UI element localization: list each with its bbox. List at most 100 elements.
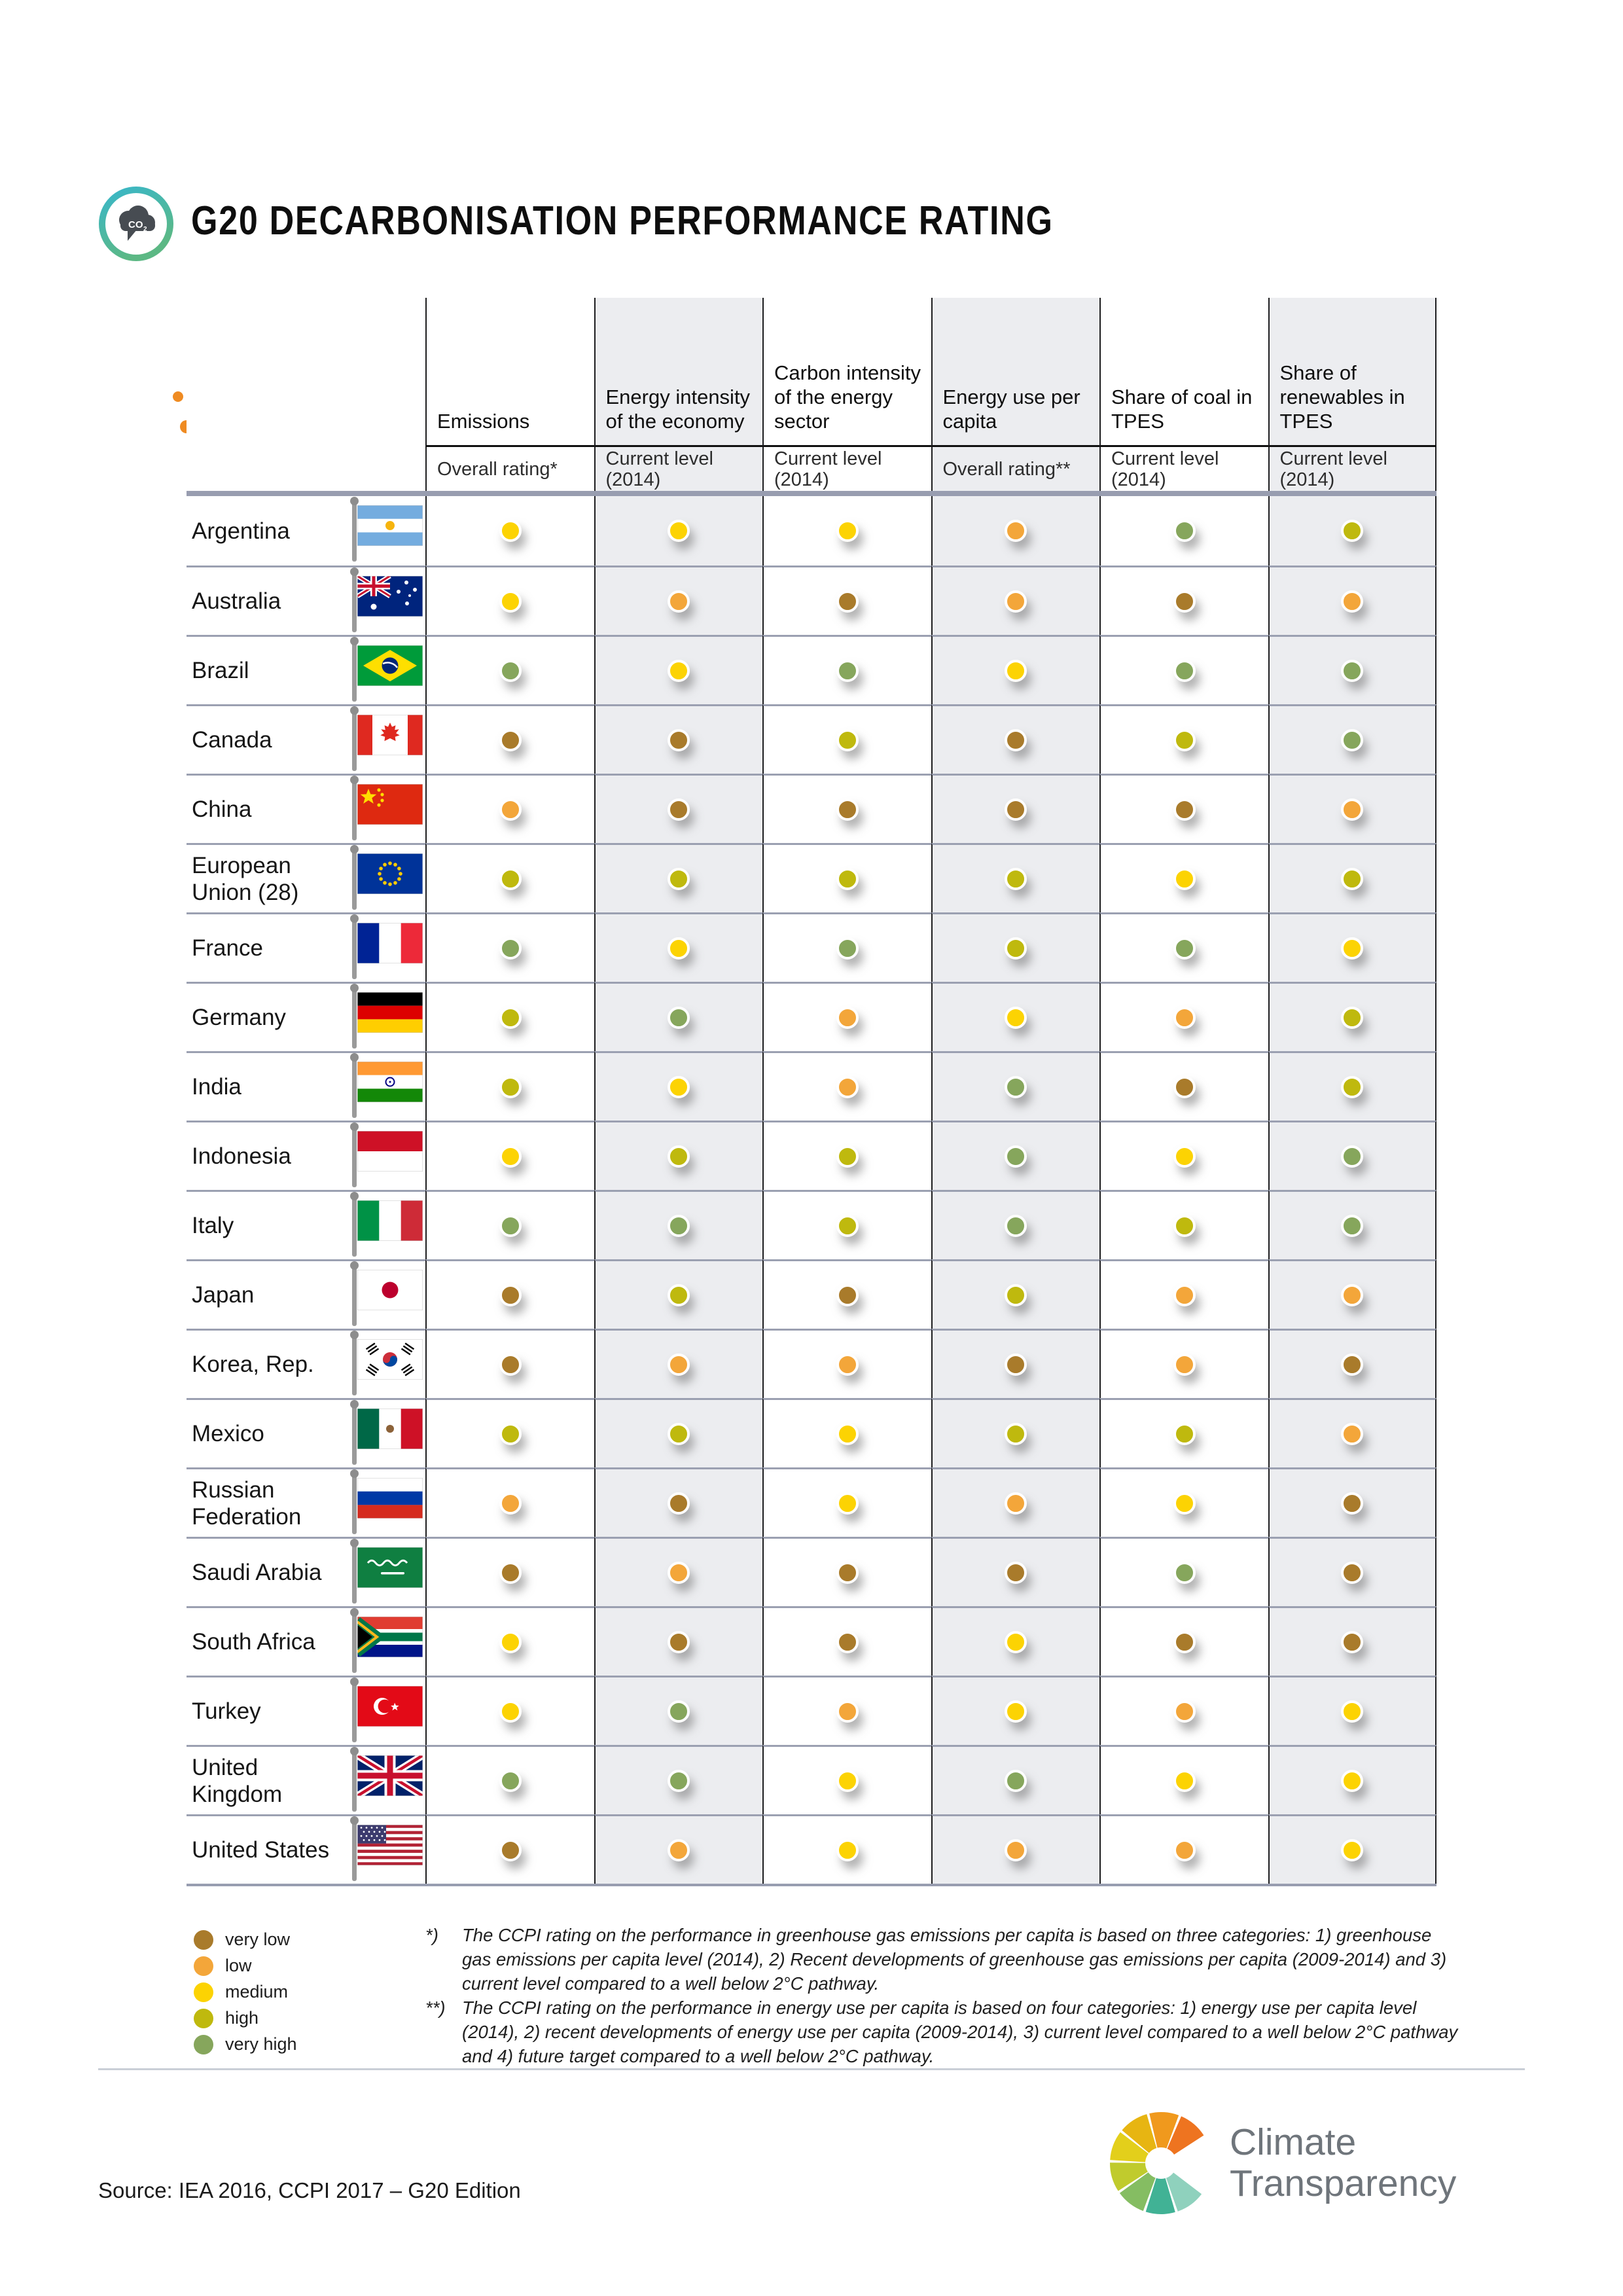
rating-dot (1341, 1561, 1364, 1584)
rating-dot (1341, 659, 1364, 682)
rating-cell (425, 1051, 594, 1121)
rating-cell (762, 635, 931, 704)
country-name: Italy (192, 1213, 234, 1238)
rating-dot (836, 867, 859, 890)
rating-dot (668, 659, 690, 682)
rating-cell (425, 843, 594, 912)
rating-cell (594, 982, 762, 1051)
rating-cell (594, 1329, 762, 1398)
rating-cell (1099, 1121, 1268, 1190)
fr-flag (350, 914, 425, 980)
rating-cell (762, 1051, 931, 1121)
flagpole (350, 497, 359, 562)
footnotes: *) The CCPI rating on the performance in … (425, 1923, 1458, 2068)
rating-dot (1005, 1353, 1027, 1376)
rating-cell (594, 704, 762, 774)
subheader-label: Current level (2014) (1111, 448, 1219, 490)
rating-cell (762, 774, 931, 843)
country-cell: Japan (187, 1259, 425, 1329)
rating-dot (668, 1769, 690, 1792)
header-cell: Share of coal in TPES (1099, 298, 1268, 447)
rating-cell (594, 843, 762, 912)
country-name: Germany (192, 1005, 286, 1030)
rating-dot (1173, 659, 1196, 682)
divider (98, 2068, 1525, 2070)
rating-cell (594, 1676, 762, 1745)
jp-flag-icon (357, 1269, 423, 1310)
rating-cell (1268, 1537, 1436, 1606)
country-cell: European Union (28) (187, 843, 425, 912)
rating-dot (668, 937, 690, 960)
flagpole (350, 1052, 359, 1118)
rating-cell (931, 1745, 1099, 1814)
rating-dot (836, 1839, 859, 1861)
flagpole (350, 1538, 359, 1604)
rating-dot (499, 1492, 522, 1515)
rating-cell (1099, 1606, 1268, 1676)
rating-cell (1099, 912, 1268, 982)
rating-cell (1099, 1537, 1268, 1606)
rating-cell (425, 1190, 594, 1259)
rating-dot (499, 1145, 522, 1168)
kr-flag-icon (357, 1338, 423, 1380)
rating-dot (1173, 867, 1196, 890)
co2-badge-icon: CO 2 (99, 187, 173, 261)
rating-dot (836, 1492, 859, 1515)
header-label: Share of coal in TPES (1111, 386, 1253, 433)
footnote-marker: **) (425, 1998, 446, 2018)
au-flag (350, 567, 425, 634)
rating-cell (762, 982, 931, 1051)
rating-dot (836, 1214, 859, 1237)
country-name: Korea, Rep. (192, 1352, 314, 1377)
country-cell: Canada (187, 704, 425, 774)
rating-dot (1173, 1839, 1196, 1861)
rating-dot (1341, 1700, 1364, 1723)
legend: very low low medium high very high (194, 1929, 297, 2060)
rating-dot (1005, 1214, 1027, 1237)
rating-cell (931, 565, 1099, 635)
rating-cell (931, 704, 1099, 774)
rating-cell (931, 496, 1099, 565)
subheader-cell: Overall rating** (931, 447, 1099, 491)
rating-cell (762, 1190, 931, 1259)
flagpole (350, 844, 359, 910)
flagpole (350, 1330, 359, 1395)
country-cell: India (187, 1051, 425, 1121)
footnote: **) The CCPI rating on the performance in… (425, 1996, 1458, 2068)
rating-cell (425, 1329, 594, 1398)
rating-dot (836, 659, 859, 682)
rating-dot (1341, 1492, 1364, 1515)
rating-cell (425, 774, 594, 843)
rating-cell (1099, 1467, 1268, 1537)
rating-dot (499, 1839, 522, 1861)
rating-cell (931, 912, 1099, 982)
rating-dot (668, 1630, 690, 1653)
rating-cell (425, 704, 594, 774)
rating-cell (1099, 1814, 1268, 1884)
legend-label: medium (225, 1982, 289, 2001)
flagpole (350, 636, 359, 702)
subheader-label: Current level (2014) (774, 448, 882, 490)
flagpole (350, 1677, 359, 1742)
rating-cell (1099, 1259, 1268, 1329)
sa-flag-icon (357, 1547, 423, 1588)
country-cell: Argentina (187, 496, 425, 565)
legend-label: very low (225, 1929, 291, 1949)
country-name: Mexico (192, 1421, 264, 1446)
svg-text:2: 2 (143, 226, 147, 233)
rating-dot (499, 1422, 522, 1445)
header-body-separator (187, 491, 1436, 496)
country-name: Russian Federation (192, 1477, 302, 1530)
rating-dot (1005, 1145, 1027, 1168)
table-bottom-border (187, 1884, 1436, 1886)
rating-cell (762, 912, 931, 982)
rating-dot (499, 1006, 522, 1029)
legend-dot (194, 2008, 213, 2028)
rating-dot (499, 937, 522, 960)
rating-cell (1268, 1051, 1436, 1121)
rating-dot (1341, 1283, 1364, 1306)
brand-name: Climate Transparency (1230, 2121, 1456, 2204)
rating-dot (836, 1283, 859, 1306)
rating-cell (762, 1329, 931, 1398)
